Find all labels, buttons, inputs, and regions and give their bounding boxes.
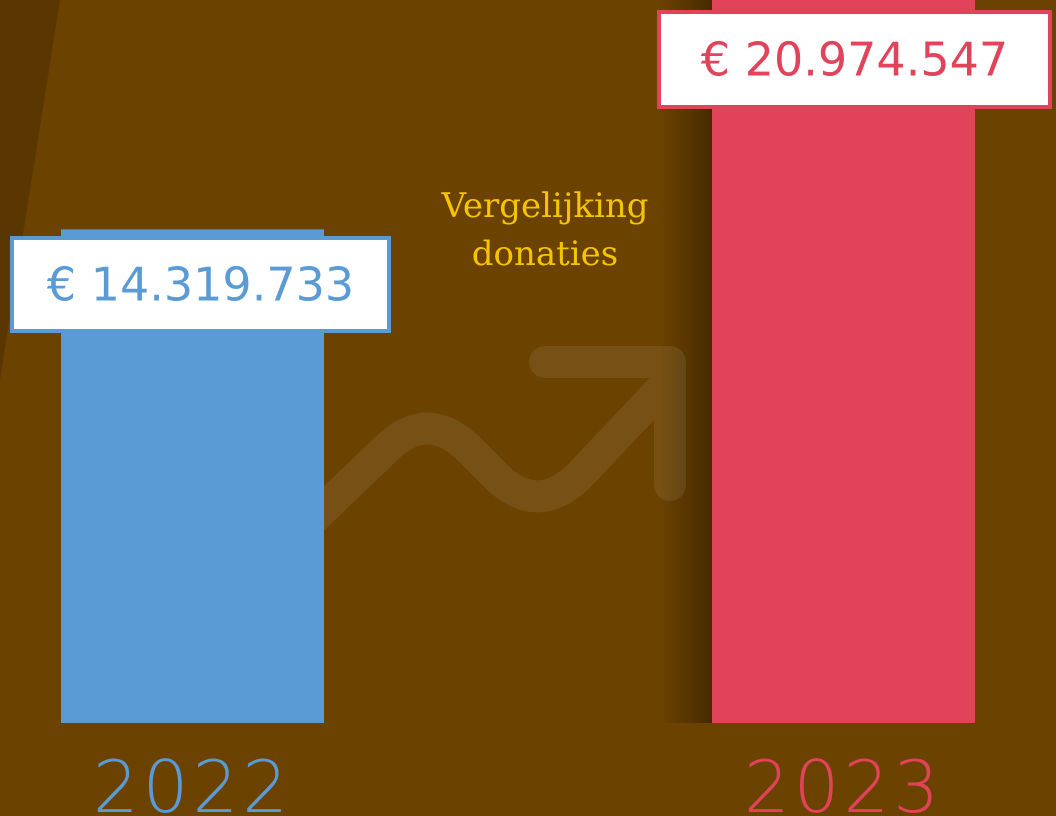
- value-label: € 20.974.547: [701, 33, 1008, 87]
- value-label-box: [657, 10, 1052, 109]
- x-tick-label: 2022: [93, 745, 292, 816]
- chart-title: Vergelijking donaties: [441, 186, 649, 274]
- trend-arrow: [249, 346, 686, 581]
- x-tick-label: 2023: [744, 745, 943, 816]
- bar-shadow: [660, 0, 712, 723]
- value-label: € 14.319.733: [47, 258, 354, 312]
- bar: [712, 0, 975, 723]
- value-label-box: [10, 236, 391, 333]
